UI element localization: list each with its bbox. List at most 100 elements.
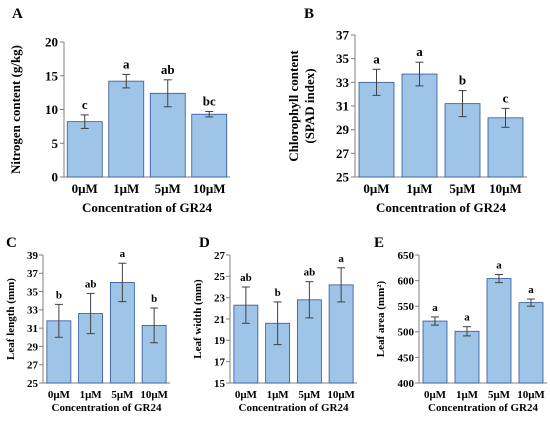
- significance-letter: ab: [85, 278, 97, 290]
- y-tick-label: 17: [214, 357, 226, 369]
- bar: [486, 278, 512, 384]
- x-tick-label: 1μM: [80, 389, 103, 401]
- x-tick-label: 10μM: [517, 389, 545, 401]
- y-tick-label: 39: [27, 250, 39, 262]
- x-tick-label: 10μM: [140, 389, 168, 401]
- x-axis-label: Concentration of GR24: [82, 200, 212, 215]
- bar: [358, 81, 395, 178]
- y-tick-label: 27: [214, 250, 226, 262]
- y-tick-label: 21: [214, 314, 225, 326]
- y-tick-label: 31: [336, 99, 349, 114]
- x-tick-label: 5μM: [155, 181, 181, 196]
- y-tick-label: 33: [336, 75, 350, 90]
- y-tick-label: 0: [52, 170, 59, 185]
- y-axis-label: Leaf width (mm): [192, 279, 204, 359]
- significance-letter: b: [56, 289, 62, 301]
- y-tick-label: 29: [336, 122, 350, 137]
- significance-letter: ab: [304, 267, 316, 279]
- y-tick-label: 600: [398, 275, 415, 287]
- y-tick-label: 450: [398, 352, 415, 364]
- panel-label: B: [304, 6, 314, 22]
- significance-letter: a: [416, 44, 423, 59]
- significance-letter: ab: [240, 272, 252, 284]
- y-tick-label: 10: [45, 102, 58, 117]
- x-tick-label: 0μM: [235, 389, 258, 401]
- y-axis-label: Chlorophyll content: [286, 50, 301, 162]
- y-tick-label: 5: [52, 136, 59, 151]
- bar: [401, 73, 438, 178]
- significance-letter: a: [123, 56, 130, 71]
- bar: [149, 92, 186, 178]
- panel-label: C: [6, 235, 17, 251]
- x-tick-label: 0μM: [424, 389, 447, 401]
- x-axis-label: Concentration of GR24: [428, 402, 538, 414]
- y-tick-label: 35: [336, 51, 350, 66]
- significance-letter: a: [373, 51, 380, 66]
- x-tick-label: 5μM: [298, 389, 321, 401]
- y-tick-label: 15: [45, 68, 59, 83]
- y-tick-label: 33: [27, 305, 39, 317]
- x-tick-label: 1μM: [113, 181, 139, 196]
- x-tick-label: 1μM: [456, 389, 479, 401]
- x-tick-label: 0μM: [48, 389, 71, 401]
- y-tick-label: 25: [214, 271, 226, 283]
- bar: [108, 80, 145, 178]
- y-tick-label: 23: [214, 293, 226, 305]
- x-tick-label: 10μM: [193, 181, 226, 196]
- significance-letter: b: [459, 73, 466, 88]
- bar: [518, 302, 544, 384]
- y-tick-label: 35: [27, 286, 39, 298]
- y-tick-label: 29: [27, 341, 39, 353]
- y-axis-label: Leaf area (mm²): [375, 280, 387, 357]
- bar: [454, 330, 480, 384]
- y-tick-label: 37: [336, 28, 350, 43]
- y-tick-label: 400: [398, 378, 415, 390]
- significance-letter: b: [275, 287, 281, 299]
- x-tick-label: 5μM: [449, 181, 475, 196]
- y-tick-label: 27: [27, 360, 39, 372]
- x-tick-label: 5μM: [488, 389, 511, 401]
- y-axis-label: Leaf length (mm): [5, 278, 17, 360]
- x-tick-label: 10μM: [489, 181, 522, 196]
- x-axis-label: Concentration of GR24: [52, 402, 162, 414]
- y-tick-label: 37: [27, 268, 39, 280]
- y-tick-label: 19: [214, 335, 226, 347]
- y-tick-label: 20: [45, 35, 58, 50]
- bar: [66, 121, 103, 178]
- panel-label: E: [374, 235, 384, 251]
- y-tick-label: 15: [214, 378, 226, 390]
- bar: [191, 113, 228, 178]
- panel-label: D: [199, 235, 210, 251]
- panel-label: A: [12, 6, 23, 22]
- y-tick-label: 500: [398, 327, 415, 339]
- x-tick-label: 0μM: [363, 181, 389, 196]
- y-tick-label: 550: [398, 301, 415, 313]
- y-tick-label: 25: [27, 378, 39, 390]
- significance-letter: a: [496, 259, 502, 271]
- y-tick-label: 31: [27, 323, 38, 335]
- bar: [422, 320, 448, 384]
- x-tick-label: 10μM: [327, 389, 355, 401]
- significance-letter: c: [82, 97, 88, 112]
- x-tick-label: 1μM: [267, 389, 290, 401]
- significance-letter: b: [151, 293, 157, 305]
- significance-letter: bc: [203, 94, 216, 109]
- x-axis-label: Concentration of GR24: [239, 402, 349, 414]
- significance-letter: a: [432, 302, 438, 314]
- x-tick-label: 0μM: [72, 181, 98, 196]
- x-tick-label: 5μM: [111, 389, 134, 401]
- significance-letter: a: [338, 253, 344, 265]
- significance-letter: c: [503, 90, 509, 105]
- y-tick-label: 25: [336, 170, 350, 185]
- y-tick-label: 27: [336, 146, 350, 161]
- significance-letter: a: [528, 284, 534, 296]
- y-axis-label: (SPAD index): [302, 68, 317, 143]
- x-axis-label: Concentration of GR24: [376, 200, 506, 215]
- significance-letter: ab: [161, 62, 175, 77]
- significance-letter: a: [120, 248, 126, 260]
- y-axis-label: Nitrogen content (g/kg): [8, 45, 23, 174]
- significance-letter: a: [464, 312, 470, 324]
- x-tick-label: 1μM: [406, 181, 432, 196]
- y-tick-label: 650: [398, 250, 415, 262]
